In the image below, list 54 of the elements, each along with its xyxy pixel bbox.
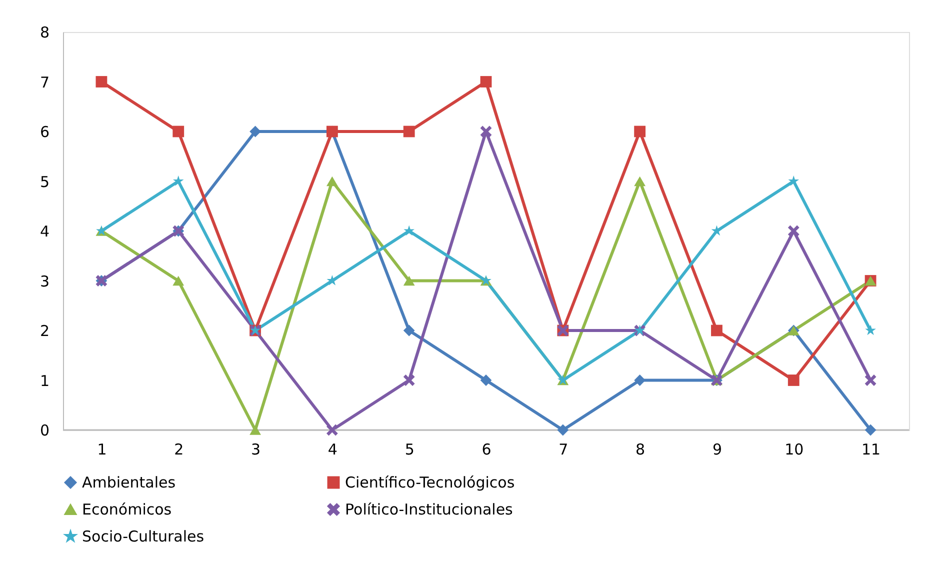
point <box>557 424 569 436</box>
point <box>480 374 492 386</box>
y-tick-label: 2 <box>40 322 50 340</box>
legend-label: Político-Institucionales <box>345 500 514 518</box>
point <box>96 76 108 88</box>
point <box>711 324 722 336</box>
point <box>172 176 184 186</box>
x-tick-label: 10 <box>784 440 804 458</box>
point <box>788 176 800 186</box>
y-tick-label: 3 <box>40 272 50 290</box>
point <box>864 424 876 436</box>
x-tick-label: 7 <box>558 440 568 458</box>
y-tick-label: 1 <box>40 372 50 390</box>
point <box>172 276 184 286</box>
point <box>250 425 261 435</box>
x-tick-label: 4 <box>328 440 338 458</box>
point <box>865 324 876 336</box>
point <box>403 276 415 286</box>
point <box>634 126 646 138</box>
y-tick-label: 6 <box>40 123 50 141</box>
y-tick-label: 0 <box>40 422 50 440</box>
y-tick-label: 4 <box>40 222 50 240</box>
point <box>172 126 184 138</box>
x-tick-label: 1 <box>97 440 107 458</box>
x-tick-label: 2 <box>174 440 184 458</box>
legend-label: Ambientales <box>82 474 176 492</box>
legend-label: Económicos <box>82 500 172 518</box>
point <box>788 225 800 237</box>
point <box>403 374 415 386</box>
x-tick-label: 11 <box>862 440 881 458</box>
point <box>634 176 646 186</box>
x-tick-label: 9 <box>712 440 722 458</box>
point <box>788 374 800 386</box>
x-tick-label: 6 <box>482 440 492 458</box>
point <box>480 76 492 88</box>
y-tick-label: 7 <box>40 73 50 92</box>
x-tick-label: 3 <box>251 440 261 458</box>
legend-label: Científico-Tecnológicos <box>345 474 515 492</box>
point <box>250 126 261 138</box>
legend-label: Socio-Culturales <box>82 528 204 546</box>
point <box>326 424 338 436</box>
x-tick-label: 5 <box>404 440 414 458</box>
y-tick-label: 8 <box>40 24 50 42</box>
point <box>404 225 415 236</box>
point <box>480 126 492 138</box>
y-tick-label: 5 <box>40 172 50 191</box>
point <box>634 374 646 386</box>
point <box>326 176 338 186</box>
point <box>864 374 876 386</box>
point <box>403 126 415 138</box>
point <box>403 324 415 336</box>
point <box>326 275 338 286</box>
point <box>711 225 722 236</box>
x-tick-label: 8 <box>636 440 646 458</box>
